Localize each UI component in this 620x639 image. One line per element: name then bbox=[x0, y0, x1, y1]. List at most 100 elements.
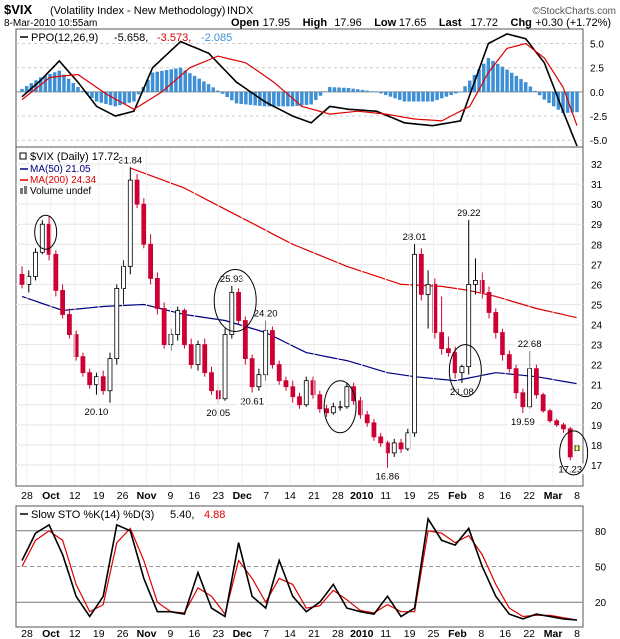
price-tick-label: 31 bbox=[591, 180, 603, 191]
ppo-histogram-bar bbox=[542, 91, 547, 100]
price-label: 28.01 bbox=[403, 232, 427, 243]
ppo-histogram-bar bbox=[206, 84, 211, 92]
x-tick-label-bottom: 9 bbox=[168, 628, 174, 639]
ppo-histogram-bar bbox=[388, 91, 393, 97]
volume-legend: Volume undef bbox=[30, 186, 91, 197]
ppo-histogram-bar bbox=[244, 91, 248, 105]
x-tick-label-top: 22 bbox=[523, 490, 535, 502]
ppo-histogram-bar bbox=[183, 70, 187, 92]
candle-body bbox=[425, 284, 431, 295]
quote-value-chg: +0.30 (+1.72%) bbox=[535, 17, 611, 29]
candle-body bbox=[330, 406, 336, 414]
price-label-bg bbox=[81, 405, 112, 417]
candle-body bbox=[439, 332, 445, 349]
candle-body bbox=[500, 332, 505, 356]
ppo-histogram-bar bbox=[71, 82, 76, 92]
x-tick-label-bottom: 25 bbox=[428, 628, 440, 639]
candle-body bbox=[513, 368, 519, 394]
candle-body bbox=[432, 284, 438, 333]
sto-legend: Slow STO %K(14) %D(3) 5.40, 4.88 bbox=[20, 509, 225, 521]
price-tick-label: 20 bbox=[591, 401, 603, 412]
x-tick-label-bottom: 16 bbox=[189, 628, 201, 639]
ppo-histogram-bar bbox=[509, 72, 514, 92]
candle-body bbox=[53, 253, 59, 291]
x-tick-label-top: 16 bbox=[189, 490, 201, 502]
ppo-histogram-bar bbox=[360, 89, 365, 92]
candle-body bbox=[134, 179, 140, 205]
candle-body bbox=[303, 380, 309, 406]
candle-body bbox=[466, 284, 472, 368]
candle-body bbox=[39, 223, 45, 253]
annotation-circle bbox=[448, 344, 482, 398]
x-tick-label-bottom: 21 bbox=[308, 628, 320, 639]
ppo-histogram-bar bbox=[66, 78, 71, 92]
ppo-tick-label: 2.5 bbox=[590, 64, 604, 75]
ppo-histogram-bar bbox=[332, 87, 337, 92]
ppo-layer: 5.0 2.5 0.0 -2.5 -5.0 bbox=[16, 33, 608, 147]
symbol: $VIX bbox=[4, 2, 33, 17]
ppo-histogram-bar bbox=[384, 91, 388, 96]
x-tick-label-bottom: 14 bbox=[284, 628, 296, 639]
x-tick-label-bottom: 26 bbox=[117, 628, 129, 639]
ppo-histogram-bar bbox=[127, 91, 132, 103]
ppo-legend-value1: -5.658, bbox=[114, 32, 148, 44]
candle-body bbox=[209, 372, 214, 392]
price-tick-label: 26 bbox=[591, 280, 603, 291]
candle-body bbox=[317, 394, 323, 410]
sto-legend-k: 5.40, bbox=[170, 509, 194, 521]
ppo-histogram-bar bbox=[43, 75, 48, 92]
ppo-histogram-bar bbox=[104, 91, 108, 104]
x-tick-label-top: 8 bbox=[574, 490, 580, 502]
ppo-histogram-bar bbox=[300, 91, 304, 106]
candle-body bbox=[127, 179, 133, 267]
candle-body bbox=[60, 290, 66, 315]
price-legend: $VIX (Daily) 17.72 MA(50) 21.05 MA(200) … bbox=[19, 151, 119, 197]
candle-body bbox=[446, 348, 451, 354]
candle-body bbox=[87, 372, 93, 386]
price-label-bg bbox=[372, 470, 403, 482]
ppo-histogram-bar bbox=[528, 86, 533, 92]
ppo-histogram-bar bbox=[495, 63, 500, 92]
candle-body bbox=[175, 310, 181, 335]
candle-body bbox=[33, 251, 38, 277]
ppo-histogram-bar bbox=[164, 70, 169, 92]
ppo-histogram-bar bbox=[444, 91, 449, 97]
x-tick-label-top: 7 bbox=[263, 490, 269, 502]
candle-body bbox=[195, 344, 201, 366]
candle-body bbox=[493, 312, 499, 333]
ppo-histogram-bar bbox=[374, 91, 379, 93]
ppo-histogram-bar bbox=[477, 69, 481, 92]
candle-body bbox=[161, 308, 167, 345]
ppo-histogram-bar bbox=[565, 91, 570, 113]
candle-body bbox=[236, 292, 241, 321]
candle-body bbox=[94, 376, 99, 386]
price-label: 19.59 bbox=[511, 417, 535, 428]
candle-body bbox=[554, 420, 560, 426]
ppo-histogram-bar bbox=[136, 91, 141, 95]
quote-value-low: 17.65 bbox=[399, 17, 427, 29]
ppo-histogram-bar bbox=[453, 91, 458, 94]
ppo-histogram-bar bbox=[132, 91, 136, 102]
x-tick-label-bottom: Oct bbox=[42, 628, 60, 639]
ppo-histogram-bar bbox=[314, 91, 318, 101]
sto-layer: 80 50 20 bbox=[16, 516, 607, 621]
ppo-histogram-bar bbox=[416, 91, 421, 102]
ppo-histogram-bar bbox=[272, 91, 276, 107]
ppo-histogram-bar bbox=[118, 91, 122, 106]
ppo-histogram-bar bbox=[262, 91, 267, 107]
exchange: INDX bbox=[227, 5, 254, 17]
ppo-histogram-bar bbox=[309, 91, 313, 105]
x-tick-label-top: 23 bbox=[212, 490, 224, 502]
candle-body bbox=[242, 320, 248, 360]
sto-d-line bbox=[21, 527, 578, 621]
price-label: 29.22 bbox=[457, 208, 481, 219]
candle-body bbox=[107, 358, 113, 392]
ppo-histogram-bar bbox=[435, 91, 439, 100]
x-tick-label-top: Feb bbox=[448, 490, 467, 502]
security-name: (Volatility Index - New Methodology) bbox=[50, 5, 225, 17]
ppo-histogram-bar bbox=[370, 91, 374, 92]
candle-body bbox=[73, 334, 79, 358]
ppo-histogram-bar bbox=[533, 90, 537, 92]
ppo-histogram-bar bbox=[342, 87, 346, 92]
ppo-histogram-bar bbox=[239, 91, 243, 104]
